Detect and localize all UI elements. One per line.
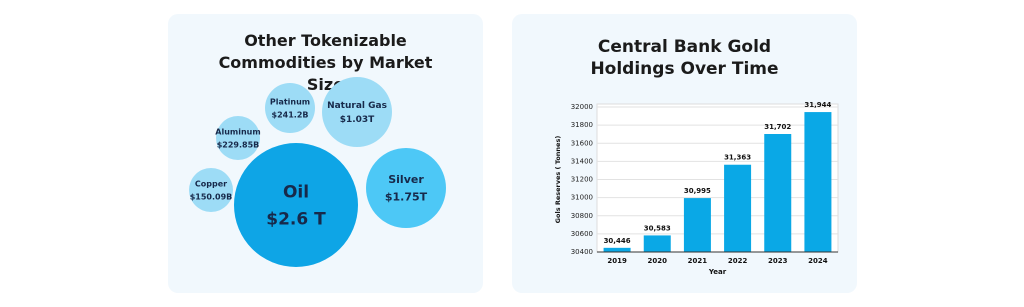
- y-tick-label: 31000: [571, 194, 593, 202]
- plot-area: [596, 103, 839, 253]
- bubble-value: $150.09B: [190, 192, 233, 201]
- y-tick-label: 31600: [571, 139, 593, 147]
- bar: [683, 198, 711, 252]
- x-tick-label: 2021: [688, 257, 708, 265]
- bubble: [216, 116, 260, 160]
- value-label: 31,363: [724, 154, 751, 162]
- value-label: 30,583: [644, 224, 671, 232]
- y-tick-label: 30600: [571, 230, 593, 238]
- y-tick-label: 31200: [571, 176, 593, 184]
- bubble: [322, 77, 392, 147]
- bubble: [366, 148, 446, 228]
- x-tick-label: 2020: [648, 257, 668, 265]
- bar: [804, 112, 832, 252]
- value-label: 31,944: [804, 101, 831, 109]
- bar: [724, 164, 752, 252]
- bar: [764, 134, 792, 252]
- x-tick-label: 2022: [728, 257, 748, 265]
- x-tick-label: 2019: [607, 257, 627, 265]
- y-tick-label: 30400: [571, 248, 593, 256]
- value-label: 30,995: [684, 187, 711, 195]
- bubble-label: Oil: [283, 182, 309, 202]
- bubble-value: $229.85B: [217, 140, 260, 149]
- chart-title: Other Tokenizable Commodities by Market …: [218, 31, 433, 94]
- bubble-value: $2.6 T: [266, 209, 326, 229]
- bar: [603, 247, 631, 252]
- y-tick-label: 31800: [571, 121, 593, 129]
- y-tick-label: 30800: [571, 212, 593, 220]
- y-tick-label: 32000: [571, 103, 593, 111]
- value-label: 30,446: [604, 237, 631, 245]
- x-tick-label: 2024: [808, 257, 828, 265]
- bubble-label: Aluminum: [215, 128, 260, 137]
- bubble-label: Platinum: [270, 98, 310, 107]
- value-label: 31,702: [764, 123, 791, 131]
- x-axis-label: Year: [708, 268, 727, 276]
- y-axis-label: Gols Reserves ( Tonnes): [554, 136, 562, 224]
- bubble-label: Copper: [195, 180, 227, 189]
- y-tick-label: 31400: [571, 157, 593, 165]
- bubble-value: $241.2B: [272, 110, 309, 119]
- bubble: [234, 143, 358, 267]
- bubble: [265, 83, 315, 133]
- chart-title: Central Bank Gold Holdings Over Time: [590, 37, 779, 79]
- bubble-label: Natural Gas: [327, 101, 387, 111]
- bubble-value: $1.03T: [340, 115, 375, 125]
- bar: [643, 235, 671, 252]
- x-tick-label: 2023: [768, 257, 788, 265]
- bubble-value: $1.75T: [385, 190, 428, 203]
- bubble-label: Silver: [388, 173, 424, 186]
- bubble: [189, 168, 233, 212]
